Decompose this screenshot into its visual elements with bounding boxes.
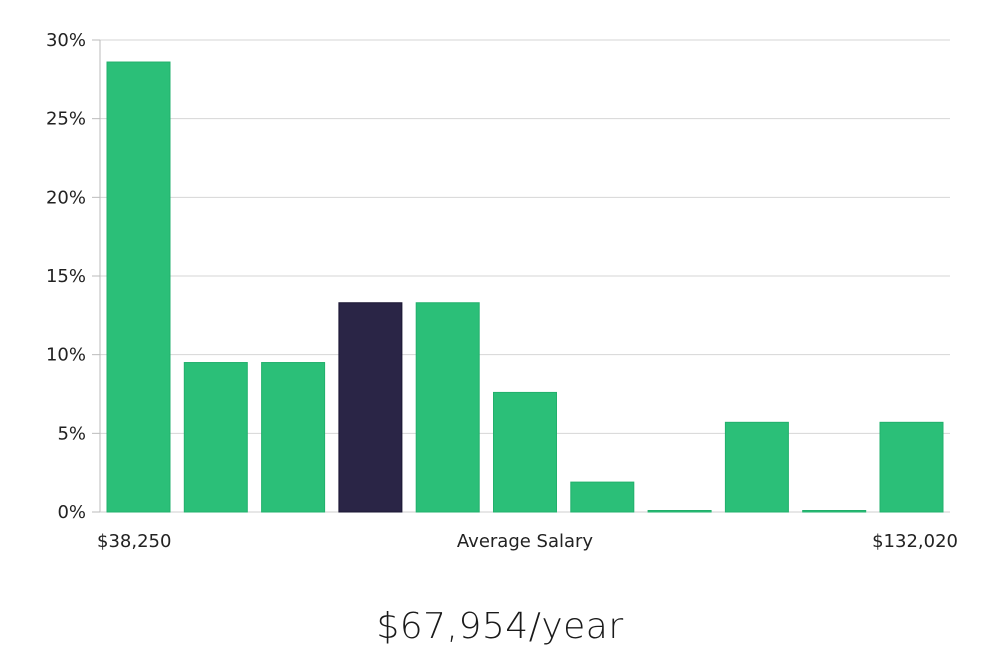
bar: [106, 61, 171, 513]
gridlines: [100, 39, 950, 434]
salary-histogram: 0% 5% 10% 15% 20% 25% 30% $38,250 Average Sala…: [46, 30, 958, 552]
bar: [183, 362, 248, 513]
bar: [415, 302, 480, 513]
bar: [879, 421, 944, 513]
bar: [493, 391, 557, 513]
bar: [724, 421, 789, 513]
bar: [802, 510, 867, 513]
bars: [106, 61, 944, 513]
y-tick-label: 20%: [46, 187, 86, 208]
y-tick-label: 15%: [46, 266, 86, 287]
y-tick-label: 10%: [46, 345, 86, 366]
bar: [570, 481, 635, 513]
bar: [261, 362, 326, 513]
x-max-label: $132,020: [872, 531, 958, 552]
y-tick-label: 0%: [57, 502, 86, 523]
x-axis-label: Average Salary: [457, 531, 594, 552]
y-tick-label: 30%: [46, 30, 86, 51]
y-tick-label: 25%: [46, 109, 86, 130]
y-tick-label: 5%: [57, 423, 86, 444]
bar-average-salary: [338, 302, 403, 513]
bar: [647, 510, 712, 513]
average-salary-value: $67,954/year: [376, 606, 624, 647]
x-min-label: $38,250: [97, 531, 171, 552]
